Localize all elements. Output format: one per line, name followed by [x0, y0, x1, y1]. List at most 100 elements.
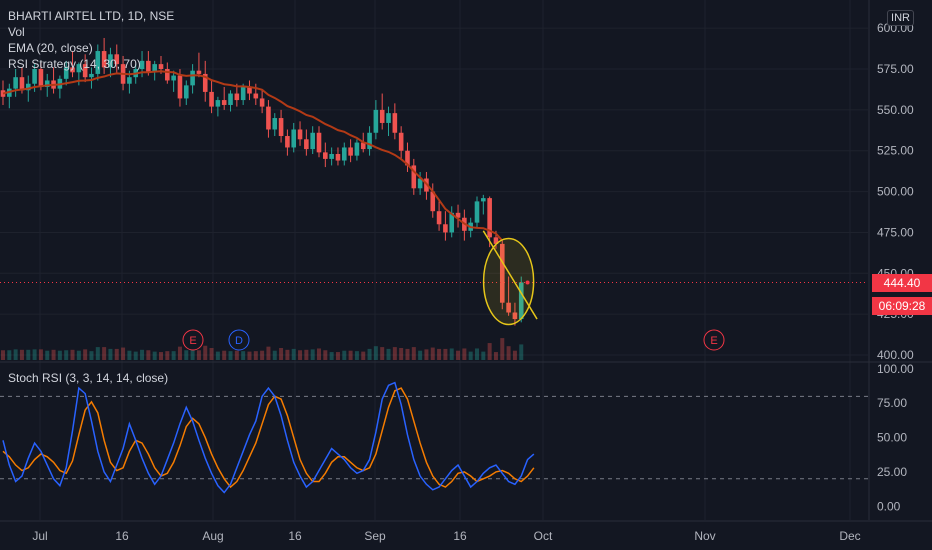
event-marker[interactable]: E	[182, 329, 204, 351]
volume-bar	[519, 344, 524, 360]
candle-body	[518, 282, 524, 320]
candle-body	[316, 132, 322, 153]
candle	[417, 171, 423, 195]
volume-bar	[165, 351, 170, 360]
candle-body	[506, 302, 511, 313]
candle-body	[304, 139, 309, 150]
event-marker[interactable]: D	[228, 329, 250, 351]
volume-bar	[184, 350, 189, 360]
candle	[373, 100, 379, 140]
volume-bar	[64, 350, 69, 360]
volume-bar	[266, 346, 271, 360]
candle	[449, 206, 455, 238]
candle	[354, 139, 360, 161]
candle-body	[221, 100, 227, 105]
price-tick-label: 550.00	[877, 103, 914, 117]
volume-bar	[26, 349, 31, 360]
volume-bar	[487, 343, 492, 360]
legend-vol[interactable]: Vol	[8, 25, 25, 39]
candle-body	[196, 70, 202, 74]
candle-body	[228, 93, 233, 105]
volume-bar	[418, 350, 423, 360]
event-marker-circle	[228, 329, 250, 351]
legend-ema[interactable]: EMA (20, close)	[8, 41, 93, 55]
candle	[379, 93, 385, 130]
candle	[405, 142, 410, 172]
candle-body	[63, 67, 69, 79]
candle-body	[392, 113, 398, 133]
event-marker-label: E	[189, 335, 196, 347]
candle-body	[436, 211, 442, 225]
volume-bar	[203, 345, 208, 360]
volume-bar	[38, 349, 43, 360]
candle-body	[417, 178, 423, 189]
candle	[398, 126, 404, 159]
stoch-tick-label: 25.00	[877, 465, 907, 479]
volume-bar	[152, 351, 157, 360]
candle-body	[329, 154, 334, 159]
time-tick-label: Nov	[694, 529, 715, 543]
volume-bar	[304, 349, 309, 360]
candle	[114, 44, 120, 74]
volume-bar	[222, 350, 227, 360]
candle	[481, 194, 486, 215]
candle-body	[487, 198, 492, 238]
candle	[259, 90, 265, 114]
time-tick-label: 16	[115, 529, 129, 543]
stoch-tick-label: 0.00	[877, 499, 901, 513]
time-tick-label: Oct	[534, 529, 553, 543]
candle	[266, 100, 271, 138]
candle-body	[443, 224, 448, 233]
candle	[474, 196, 480, 228]
candle-body	[449, 212, 455, 233]
candle	[70, 51, 75, 78]
volume-bar	[342, 350, 347, 360]
volume-bar	[51, 349, 56, 360]
candle	[518, 276, 524, 323]
volume-bar	[57, 350, 62, 360]
candle	[323, 142, 328, 168]
volume-bar	[190, 348, 195, 360]
stoch-legend-label[interactable]: Stoch RSI (3, 3, 14, 14, close)	[8, 371, 169, 385]
candle-body	[512, 312, 518, 320]
candle	[335, 147, 341, 166]
volume-bar	[76, 350, 81, 360]
candle-body	[114, 54, 120, 65]
currency-badge[interactable]: INR	[887, 10, 914, 26]
volume-bar	[493, 352, 498, 360]
candle-body	[25, 83, 31, 91]
candle	[234, 83, 240, 107]
stoch-tick-label: 50.00	[877, 431, 907, 445]
candle-body	[411, 165, 417, 189]
candle-body	[152, 64, 157, 73]
candle	[171, 70, 176, 92]
volume-bar	[437, 348, 442, 360]
candle	[221, 87, 227, 110]
volume-bar	[380, 347, 385, 360]
volume-bar	[241, 351, 246, 360]
candle	[291, 122, 297, 153]
candle-body	[44, 80, 50, 87]
candle	[348, 139, 353, 163]
candle-body	[202, 73, 208, 92]
volume-bar	[443, 348, 448, 360]
candle	[386, 106, 391, 137]
candle	[202, 60, 208, 102]
candle	[63, 60, 69, 86]
volume-bar	[102, 347, 107, 360]
volume-bar	[247, 351, 252, 360]
volume-bar	[386, 348, 391, 360]
volume-bar	[215, 351, 220, 360]
candle	[7, 83, 12, 109]
stoch-d-line	[2, 387, 535, 489]
event-marker[interactable]: E	[703, 329, 725, 351]
candle-body	[348, 147, 353, 156]
candle-body	[13, 77, 18, 89]
volume-bar	[317, 348, 321, 360]
candle-body	[108, 54, 113, 68]
candle	[367, 126, 372, 156]
candle-body	[373, 109, 379, 133]
ema-line	[2, 70, 504, 242]
legend-rsi-strategy[interactable]: RSI Strategy (14, 30, 70)	[8, 57, 141, 71]
